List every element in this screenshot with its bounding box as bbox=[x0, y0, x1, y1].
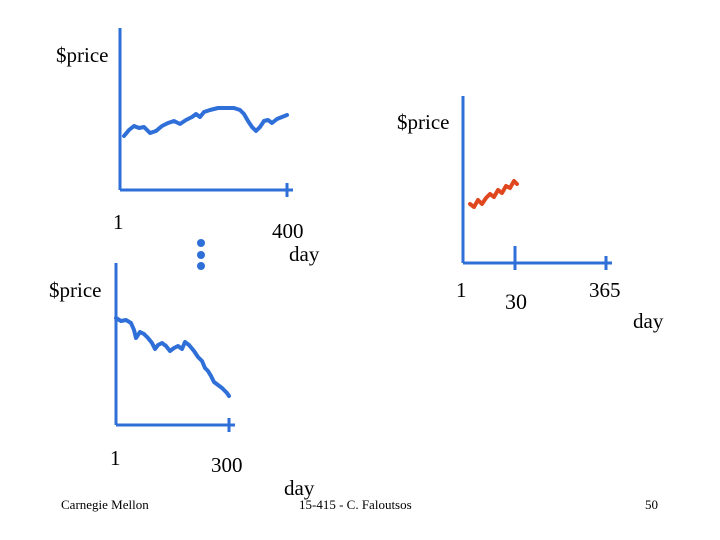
chart-bottom-left-axes bbox=[114, 263, 235, 432]
chart-top-left-ylabel: $price bbox=[56, 43, 109, 67]
chart-bottom-left-ylabel: $price bbox=[49, 278, 102, 302]
chart-top-left-xtick-start: 1 bbox=[113, 210, 124, 234]
vertical-ellipsis-icon bbox=[197, 239, 205, 270]
chart-bottom-left-series-line bbox=[114, 316, 231, 398]
chart-top-left-xlabel: day bbox=[289, 242, 320, 266]
chart-right-ylabel: $price bbox=[397, 110, 450, 134]
chart-top-left-axes bbox=[118, 28, 293, 197]
chart-right-axes bbox=[461, 96, 612, 270]
chart-bottom-left-xtick-start: 1 bbox=[110, 446, 121, 470]
chart-right-xtick-end: 365 bbox=[589, 278, 621, 302]
chart-right-xtick-mid: 30 bbox=[505, 289, 527, 314]
chart-top-left-series-line bbox=[122, 106, 289, 138]
chart-bottom-left-xlabel: day bbox=[284, 476, 315, 500]
chart-right-xlabel: day bbox=[633, 309, 664, 333]
chart-bottom-left-xtick-end: 300 bbox=[211, 453, 243, 477]
footer-page-number: 50 bbox=[645, 497, 658, 512]
chart-right-series-line bbox=[468, 179, 519, 209]
chart-right-xtick-start: 1 bbox=[456, 278, 467, 302]
footer-course: 15-415 - C. Faloutsos bbox=[299, 497, 412, 512]
chart-top-left-xtick-end: 400 bbox=[272, 219, 304, 243]
footer-institution: Carnegie Mellon bbox=[61, 497, 149, 512]
